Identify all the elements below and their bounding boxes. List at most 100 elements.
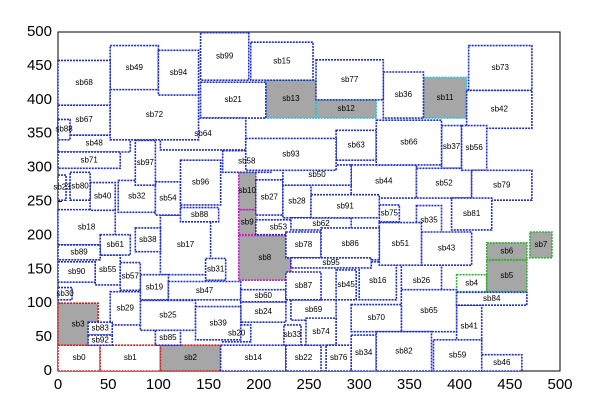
block-label: sb6 [500, 246, 513, 255]
block [400, 288, 458, 333]
y-tick-label: 450 [27, 57, 52, 74]
block [375, 119, 443, 166]
block-label: sb21 [225, 95, 243, 104]
block [57, 59, 112, 107]
block-label: sb2 [184, 353, 197, 362]
block-label: sb43 [438, 244, 456, 253]
block-label: sb39 [209, 318, 227, 327]
y-tick-label: 500 [27, 23, 52, 40]
block-label: sb85 [159, 333, 177, 342]
block-label: sb83 [91, 324, 109, 333]
block-label: sb12 [337, 104, 355, 113]
block [382, 71, 425, 119]
block-label: sb73 [492, 63, 510, 72]
block [204, 257, 227, 281]
x-tick-label: 300 [347, 376, 372, 393]
x-tick-label: 150 [196, 376, 221, 393]
block-label: sb45 [337, 280, 355, 289]
block-label: sb14 [245, 353, 263, 362]
block [179, 206, 220, 223]
block-label: sb44 [375, 177, 393, 186]
block-label: sb17 [177, 240, 195, 249]
block [335, 129, 378, 161]
block-label: sb3 [72, 319, 85, 328]
block-label: sb16 [369, 276, 387, 285]
block-label: sb10 [239, 186, 257, 195]
block [465, 89, 533, 130]
block [87, 334, 114, 347]
block-label: sb42 [491, 104, 509, 113]
y-tick-label: 200 [27, 226, 52, 243]
block-label: sb23 [53, 183, 71, 192]
block-label: sb41 [460, 322, 478, 331]
block [157, 49, 200, 96]
block [249, 41, 314, 81]
x-tick-label: 350 [397, 376, 422, 393]
block-label: sb68 [75, 78, 93, 87]
block-label: sb72 [146, 110, 164, 119]
y-tick-label: 250 [27, 192, 52, 209]
block [57, 118, 71, 141]
block [154, 329, 182, 347]
block-label: sb0 [73, 353, 86, 362]
block-label: sb58 [238, 157, 256, 166]
block-label: sb28 [288, 196, 306, 205]
block-label: sb96 [192, 178, 210, 187]
block-label: sb33 [284, 330, 302, 339]
block [57, 151, 122, 170]
x-tick-label: 500 [547, 376, 572, 393]
block-label: sb55 [99, 265, 117, 274]
block [470, 169, 533, 201]
block-label: sb69 [305, 305, 323, 314]
block-label: sb49 [126, 63, 144, 72]
block-label: sb31 [207, 264, 225, 273]
block [285, 344, 322, 372]
block [485, 259, 528, 293]
y-tick-label: 0 [44, 362, 52, 379]
block [134, 139, 157, 187]
block [109, 290, 142, 326]
block-label: sb77 [341, 75, 359, 84]
block-label: sb9 [241, 217, 254, 226]
block-label: sb97 [137, 158, 155, 167]
block-label: sb59 [449, 351, 467, 360]
block-label: sb40 [94, 192, 112, 201]
block [415, 167, 473, 199]
block-label: sb7 [534, 240, 547, 249]
block [179, 159, 222, 206]
y-tick-label: 350 [27, 125, 52, 142]
block [237, 208, 257, 236]
block-label: sb86 [341, 239, 359, 248]
block-label: sb62 [312, 219, 330, 228]
y-tick-label: 150 [27, 260, 52, 277]
x-tick-label: 0 [54, 376, 62, 393]
block [285, 271, 322, 301]
block-label: sb75 [381, 208, 399, 217]
block [467, 44, 533, 92]
block-label: sb80 [71, 181, 89, 190]
block [325, 344, 352, 372]
block [455, 273, 488, 293]
block-label: sb82 [395, 346, 413, 355]
block-label: sb30 [56, 289, 74, 298]
block [134, 227, 162, 253]
block-label: sb63 [348, 140, 366, 149]
block [378, 204, 401, 223]
block-label: sb92 [91, 335, 109, 344]
block-label: sb57 [122, 272, 140, 281]
block-label: sb34 [355, 348, 373, 357]
block [109, 44, 160, 92]
block-label: sb52 [435, 178, 453, 187]
y-tick-label: 100 [27, 294, 52, 311]
block [529, 231, 553, 259]
block-label: sb61 [107, 240, 125, 249]
block [283, 324, 302, 347]
block-label: sb35 [420, 216, 438, 225]
block [219, 344, 287, 372]
block-label: sb51 [392, 239, 410, 248]
block-label: sb20 [228, 328, 246, 337]
block-label: sb22 [295, 353, 313, 362]
y-tick-label: 50 [35, 328, 52, 345]
block-label: sb70 [368, 313, 386, 322]
block [117, 179, 157, 214]
